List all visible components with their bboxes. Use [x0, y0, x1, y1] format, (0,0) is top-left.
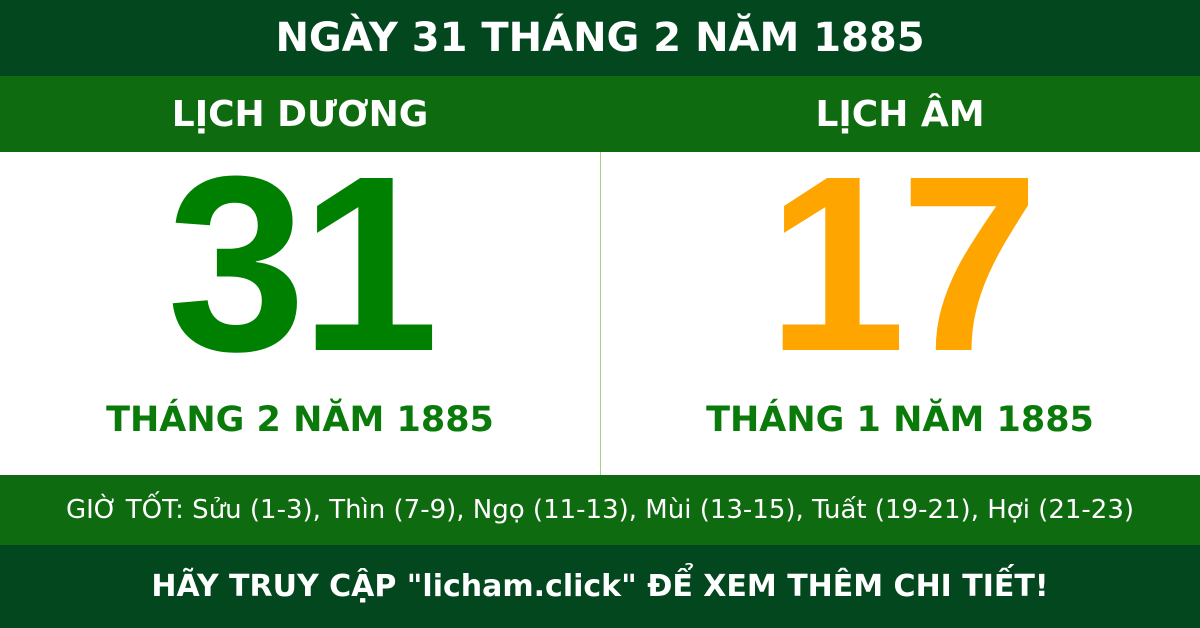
good-hours: GIỜ TỐT: Sửu (1-3), Thìn (7-9), Ngọ (11-… [65, 495, 1135, 525]
divider [600, 152, 601, 475]
calendar-panel: 31 THÁNG 2 NĂM 1885 17 THÁNG 1 NĂM 1885 [0, 124, 1200, 475]
solar-column: 31 THÁNG 2 NĂM 1885 [0, 124, 600, 475]
solar-heading: LỊCH DƯƠNG [171, 93, 429, 135]
lunar-month-year: THÁNG 1 NĂM 1885 [706, 400, 1094, 440]
solar-day: 31 [166, 124, 439, 403]
lunar-day: 17 [766, 124, 1039, 403]
lunar-column: 17 THÁNG 1 NĂM 1885 [600, 124, 1200, 475]
title-bar: NGÀY 31 THÁNG 2 NĂM 1885 [0, 0, 1200, 76]
page-title: NGÀY 31 THÁNG 2 NĂM 1885 [275, 15, 925, 61]
solar-month-year: THÁNG 2 NĂM 1885 [106, 400, 494, 440]
lunar-heading: LỊCH ÂM [815, 93, 985, 135]
footer-bar: HÃY TRUY CẬP "licham.click" ĐỂ XEM THÊM … [0, 545, 1200, 628]
calendar-headings: LỊCH DƯƠNG LỊCH ÂM [0, 76, 1200, 152]
footer-text: HÃY TRUY CẬP "licham.click" ĐỂ XEM THÊM … [151, 569, 1049, 604]
good-hours-bar: GIỜ TỐT: Sửu (1-3), Thìn (7-9), Ngọ (11-… [0, 475, 1200, 545]
